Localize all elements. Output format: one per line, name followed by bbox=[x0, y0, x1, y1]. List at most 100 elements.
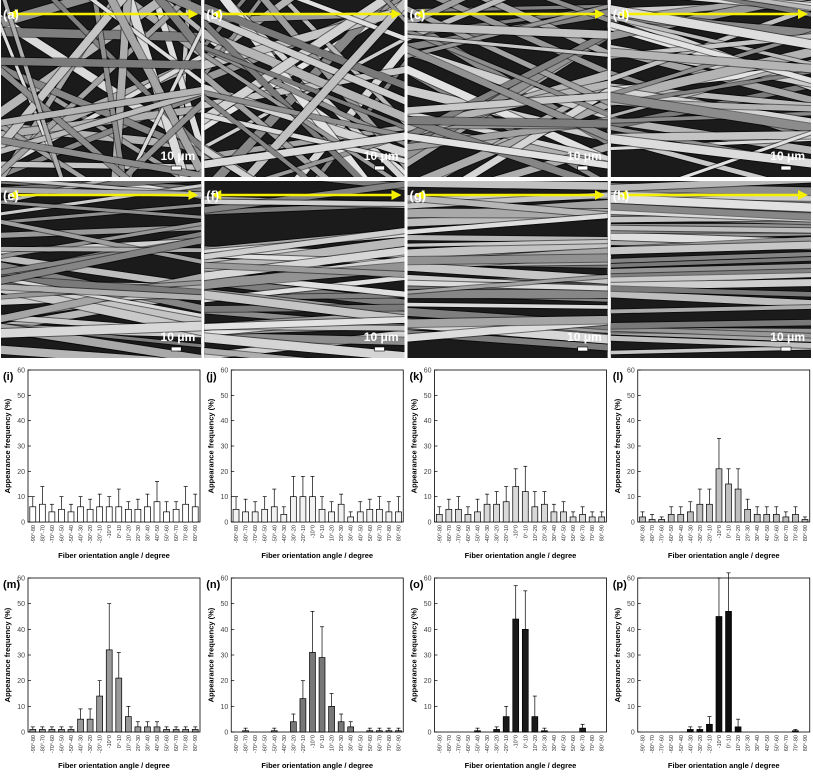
x-tick-label: 50°-60 bbox=[774, 525, 780, 541]
x-tick-label: -40°-30 bbox=[485, 525, 491, 543]
bar bbox=[271, 731, 277, 732]
x-tick-label: 20°-30 bbox=[136, 735, 142, 751]
y-tick-label: 50 bbox=[424, 601, 432, 608]
y-tick-label: 30 bbox=[424, 444, 432, 451]
bar bbox=[300, 497, 306, 522]
bar bbox=[792, 514, 798, 522]
y-tick-label: 10 bbox=[17, 494, 25, 501]
x-tick-label: -30°-20 bbox=[495, 525, 501, 543]
bar bbox=[87, 509, 93, 522]
bar bbox=[376, 731, 382, 732]
bar bbox=[764, 514, 770, 522]
y-tick-label: 20 bbox=[424, 469, 432, 476]
y-tick-label: 40 bbox=[17, 418, 25, 425]
y-tick-label: 40 bbox=[220, 627, 228, 634]
bar bbox=[183, 504, 189, 522]
x-tick-label: 10°-20 bbox=[533, 525, 539, 541]
x-tick-label: -70°-60 bbox=[50, 525, 56, 543]
x-tick-label: 70°-80 bbox=[387, 525, 393, 541]
bar bbox=[154, 502, 160, 522]
x-tick-label: 70°-80 bbox=[387, 735, 393, 751]
x-tick-label: 60°-70 bbox=[581, 525, 587, 541]
bar bbox=[668, 514, 674, 522]
scale-bar bbox=[375, 347, 385, 351]
bar bbox=[78, 719, 84, 732]
bar bbox=[173, 729, 179, 732]
x-tick-label: -40°-30 bbox=[688, 525, 694, 543]
x-tick-label: 40°-50 bbox=[155, 735, 161, 751]
scale-bar bbox=[375, 166, 385, 170]
y-tick-label: 40 bbox=[424, 627, 432, 634]
bar bbox=[338, 504, 344, 522]
y-tick-label: 0 bbox=[428, 730, 432, 737]
bar bbox=[144, 507, 150, 522]
chart-title: (n) bbox=[206, 579, 220, 591]
x-tick-label: 0°-10 bbox=[320, 735, 326, 748]
bar bbox=[300, 699, 306, 732]
bar bbox=[192, 507, 198, 522]
y-tick-label: 20 bbox=[220, 469, 228, 476]
panel-label: (c) bbox=[410, 7, 426, 22]
x-tick-label: 50°-60 bbox=[571, 735, 577, 751]
x-tick-label: 10°-20 bbox=[330, 735, 336, 751]
x-tick-label: -30°-20 bbox=[88, 735, 94, 753]
bar bbox=[640, 517, 646, 522]
plot-frame bbox=[28, 578, 200, 732]
x-tick-label: 40°-50 bbox=[562, 525, 568, 541]
y-tick-label: 60 bbox=[220, 368, 228, 375]
plot-frame bbox=[28, 370, 200, 522]
x-tick-label: -70°-60 bbox=[456, 525, 462, 543]
y-tick-label: 30 bbox=[17, 444, 25, 451]
scale-label: 10 μm bbox=[364, 330, 399, 344]
y-tick-label: 60 bbox=[424, 368, 432, 375]
bar bbox=[49, 729, 55, 732]
bar bbox=[106, 650, 112, 732]
x-tick-label: -70°-60 bbox=[50, 735, 56, 753]
x-tick-label: 20°-30 bbox=[746, 735, 752, 751]
y-tick-label: 50 bbox=[17, 393, 25, 400]
bar bbox=[783, 517, 789, 522]
y-tick-label: 10 bbox=[220, 704, 228, 711]
x-tick-label: 10°-20 bbox=[126, 525, 132, 541]
bar bbox=[262, 509, 268, 522]
x-tick-label: -90°-80 bbox=[641, 525, 647, 543]
x-tick-label: 60°-70 bbox=[784, 525, 790, 541]
panel-label: (f) bbox=[206, 188, 219, 203]
x-tick-label: 40°-50 bbox=[765, 735, 771, 751]
x-tick-label: -40°-30 bbox=[282, 525, 288, 543]
x-tick-label: -70°-60 bbox=[456, 735, 462, 753]
scale-bar bbox=[578, 347, 588, 351]
bar bbox=[386, 731, 392, 732]
x-tick-label: -50°-40 bbox=[476, 525, 482, 543]
x-tick-label: -70°-60 bbox=[660, 525, 666, 543]
y-tick-label: 10 bbox=[424, 704, 432, 711]
bar bbox=[706, 724, 712, 732]
bar bbox=[290, 497, 296, 522]
x-tick-label: -60°-50 bbox=[263, 525, 269, 543]
plot-frame bbox=[638, 578, 810, 732]
bar bbox=[329, 512, 335, 522]
x-tick-label: -80°-70 bbox=[447, 525, 453, 543]
x-tick-label: 30°-40 bbox=[349, 735, 355, 751]
x-tick-label: 0°-10 bbox=[320, 525, 326, 538]
panel-label: (b) bbox=[206, 7, 223, 22]
bar bbox=[39, 504, 45, 522]
y-tick-label: 20 bbox=[424, 678, 432, 685]
bar bbox=[87, 719, 93, 732]
x-tick-label: 40°-50 bbox=[358, 525, 364, 541]
x-tick-label: -80°-70 bbox=[244, 735, 250, 753]
x-tick-label: -10°0 bbox=[107, 735, 113, 748]
x-tick-label: 40°-50 bbox=[562, 735, 568, 751]
x-tick-label: 80°-90 bbox=[193, 525, 199, 541]
x-tick-label: -90°-80 bbox=[234, 525, 240, 543]
bar bbox=[252, 512, 258, 522]
x-tick-label: -60°-50 bbox=[466, 525, 472, 543]
bar bbox=[697, 729, 703, 732]
x-tick-label: -40°-30 bbox=[79, 525, 85, 543]
bar bbox=[659, 519, 665, 522]
x-tick-label: 80°-90 bbox=[600, 525, 606, 541]
bar bbox=[503, 717, 509, 732]
bar bbox=[338, 722, 344, 732]
x-tick-label: 50°-60 bbox=[165, 735, 171, 751]
x-tick-label: 30°-40 bbox=[552, 735, 558, 751]
